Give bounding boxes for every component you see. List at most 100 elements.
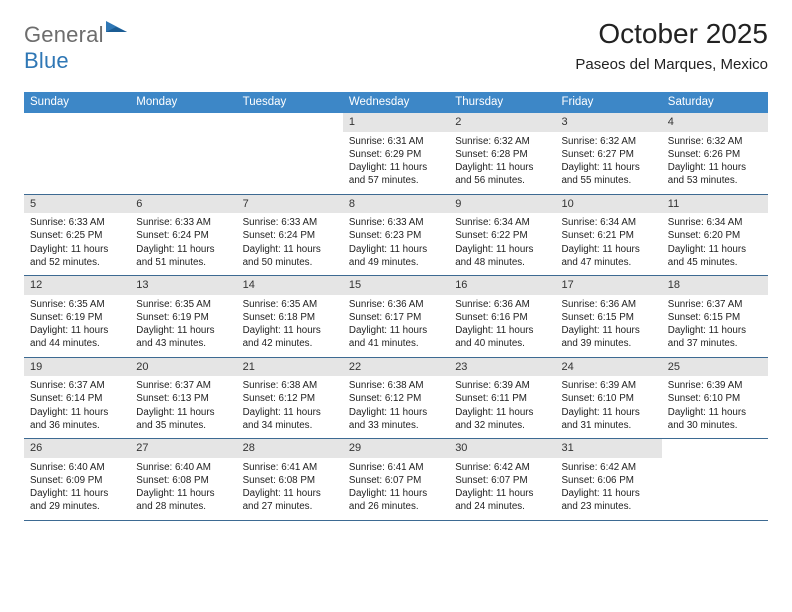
daylight-line: Daylight: 11 hours and 49 minutes.	[349, 243, 443, 269]
calendar-day-cell: 13Sunrise: 6:35 AMSunset: 6:19 PMDayligh…	[130, 276, 236, 358]
daylight-line: Daylight: 11 hours and 41 minutes.	[349, 324, 443, 350]
sunrise-line: Sunrise: 6:34 AM	[561, 216, 655, 229]
day-details: Sunrise: 6:35 AMSunset: 6:19 PMDaylight:…	[130, 295, 236, 357]
sunset-line: Sunset: 6:12 PM	[243, 392, 337, 405]
daylight-line: Daylight: 11 hours and 51 minutes.	[136, 243, 230, 269]
location-text: Paseos del Marques, Mexico	[575, 56, 768, 73]
sunset-line: Sunset: 6:08 PM	[136, 474, 230, 487]
sunset-line: Sunset: 6:11 PM	[455, 392, 549, 405]
day-details: Sunrise: 6:34 AMSunset: 6:20 PMDaylight:…	[662, 213, 768, 275]
day-number-bar: 18	[662, 276, 768, 295]
sunrise-line: Sunrise: 6:32 AM	[668, 135, 762, 148]
day-number-bar: 6	[130, 195, 236, 214]
calendar-day-cell: 15Sunrise: 6:36 AMSunset: 6:17 PMDayligh…	[343, 276, 449, 358]
sunrise-line: Sunrise: 6:34 AM	[668, 216, 762, 229]
day-details: Sunrise: 6:41 AMSunset: 6:08 PMDaylight:…	[237, 458, 343, 520]
daylight-line: Daylight: 11 hours and 23 minutes.	[561, 487, 655, 513]
calendar-day-cell: 9Sunrise: 6:34 AMSunset: 6:22 PMDaylight…	[449, 194, 555, 276]
daylight-line: Daylight: 11 hours and 32 minutes.	[455, 406, 549, 432]
calendar-day-cell: 22Sunrise: 6:38 AMSunset: 6:12 PMDayligh…	[343, 357, 449, 439]
sunset-line: Sunset: 6:06 PM	[561, 474, 655, 487]
weekday-header: Saturday	[662, 92, 768, 113]
day-number-bar: 31	[555, 439, 661, 458]
calendar-day-cell: 1Sunrise: 6:31 AMSunset: 6:29 PMDaylight…	[343, 113, 449, 194]
calendar-day-cell: 25Sunrise: 6:39 AMSunset: 6:10 PMDayligh…	[662, 357, 768, 439]
weekday-header: Thursday	[449, 92, 555, 113]
calendar-day-cell: 20Sunrise: 6:37 AMSunset: 6:13 PMDayligh…	[130, 357, 236, 439]
day-details: Sunrise: 6:33 AMSunset: 6:24 PMDaylight:…	[130, 213, 236, 275]
sunrise-line: Sunrise: 6:35 AM	[136, 298, 230, 311]
day-details: Sunrise: 6:42 AMSunset: 6:06 PMDaylight:…	[555, 458, 661, 520]
sunset-line: Sunset: 6:07 PM	[349, 474, 443, 487]
day-number-bar: 16	[449, 276, 555, 295]
calendar-day-cell: 14Sunrise: 6:35 AMSunset: 6:18 PMDayligh…	[237, 276, 343, 358]
day-details: Sunrise: 6:33 AMSunset: 6:23 PMDaylight:…	[343, 213, 449, 275]
sunset-line: Sunset: 6:29 PM	[349, 148, 443, 161]
day-number-bar: 28	[237, 439, 343, 458]
day-number-bar	[24, 113, 130, 132]
sunset-line: Sunset: 6:15 PM	[561, 311, 655, 324]
sunrise-line: Sunrise: 6:41 AM	[349, 461, 443, 474]
calendar-week-row: 5Sunrise: 6:33 AMSunset: 6:25 PMDaylight…	[24, 194, 768, 276]
calendar-week-row: 12Sunrise: 6:35 AMSunset: 6:19 PMDayligh…	[24, 276, 768, 358]
daylight-line: Daylight: 11 hours and 24 minutes.	[455, 487, 549, 513]
daylight-line: Daylight: 11 hours and 57 minutes.	[349, 161, 443, 187]
sunset-line: Sunset: 6:14 PM	[30, 392, 124, 405]
sunset-line: Sunset: 6:19 PM	[136, 311, 230, 324]
calendar-empty-cell	[662, 439, 768, 521]
daylight-line: Daylight: 11 hours and 31 minutes.	[561, 406, 655, 432]
day-number-bar: 23	[449, 358, 555, 377]
daylight-line: Daylight: 11 hours and 55 minutes.	[561, 161, 655, 187]
calendar-day-cell: 4Sunrise: 6:32 AMSunset: 6:26 PMDaylight…	[662, 113, 768, 194]
sunrise-line: Sunrise: 6:36 AM	[455, 298, 549, 311]
day-details: Sunrise: 6:39 AMSunset: 6:10 PMDaylight:…	[662, 376, 768, 438]
day-number-bar: 12	[24, 276, 130, 295]
sunset-line: Sunset: 6:18 PM	[243, 311, 337, 324]
sunrise-line: Sunrise: 6:33 AM	[30, 216, 124, 229]
day-details	[24, 132, 130, 184]
daylight-line: Daylight: 11 hours and 42 minutes.	[243, 324, 337, 350]
brand-logo: GeneralBlue	[24, 18, 129, 74]
day-number-bar: 30	[449, 439, 555, 458]
day-number-bar: 20	[130, 358, 236, 377]
day-details: Sunrise: 6:36 AMSunset: 6:17 PMDaylight:…	[343, 295, 449, 357]
day-details: Sunrise: 6:36 AMSunset: 6:15 PMDaylight:…	[555, 295, 661, 357]
calendar-empty-cell	[237, 113, 343, 194]
weekday-header-row: SundayMondayTuesdayWednesdayThursdayFrid…	[24, 92, 768, 113]
day-details: Sunrise: 6:40 AMSunset: 6:08 PMDaylight:…	[130, 458, 236, 520]
calendar-day-cell: 18Sunrise: 6:37 AMSunset: 6:15 PMDayligh…	[662, 276, 768, 358]
day-details: Sunrise: 6:34 AMSunset: 6:22 PMDaylight:…	[449, 213, 555, 275]
day-details: Sunrise: 6:31 AMSunset: 6:29 PMDaylight:…	[343, 132, 449, 194]
calendar-day-cell: 6Sunrise: 6:33 AMSunset: 6:24 PMDaylight…	[130, 194, 236, 276]
daylight-line: Daylight: 11 hours and 52 minutes.	[30, 243, 124, 269]
calendar-empty-cell	[24, 113, 130, 194]
day-number-bar: 21	[237, 358, 343, 377]
day-number-bar: 8	[343, 195, 449, 214]
day-number-bar	[237, 113, 343, 132]
calendar-day-cell: 23 Sunrise: 6:39 AMSunset: 6:11 PMDayligh…	[449, 357, 555, 439]
day-number-bar: 15	[343, 276, 449, 295]
daylight-line: Daylight: 11 hours and 35 minutes.	[136, 406, 230, 432]
daylight-line: Daylight: 11 hours and 28 minutes.	[136, 487, 230, 513]
day-number-bar: 3	[555, 113, 661, 132]
sunrise-line: Sunrise: 6:32 AM	[561, 135, 655, 148]
sunrise-line: Sunrise: 6:42 AM	[561, 461, 655, 474]
calendar-day-cell: 31Sunrise: 6:42 AMSunset: 6:06 PMDayligh…	[555, 439, 661, 521]
sunrise-line: Sunrise: 6:40 AM	[30, 461, 124, 474]
daylight-line: Daylight: 11 hours and 56 minutes.	[455, 161, 549, 187]
day-details: Sunrise: 6:38 AMSunset: 6:12 PMDaylight:…	[237, 376, 343, 438]
day-details: Sunrise: 6:37 AMSunset: 6:13 PMDaylight:…	[130, 376, 236, 438]
day-number-bar: 27	[130, 439, 236, 458]
daylight-line: Daylight: 11 hours and 45 minutes.	[668, 243, 762, 269]
sunrise-line: Sunrise: 6:37 AM	[136, 379, 230, 392]
calendar-day-cell: 30Sunrise: 6:42 AMSunset: 6:07 PMDayligh…	[449, 439, 555, 521]
sunrise-line: Sunrise: 6:31 AM	[349, 135, 443, 148]
day-details	[662, 458, 768, 510]
sunrise-line: Sunrise: 6:39 AM	[455, 379, 549, 392]
header: GeneralBlue October 2025 Paseos del Marq…	[24, 18, 768, 74]
day-details: Sunrise: 6:42 AMSunset: 6:07 PMDaylight:…	[449, 458, 555, 520]
sunrise-line: Sunrise: 6:42 AM	[455, 461, 549, 474]
day-number-bar: 22	[343, 358, 449, 377]
day-number-bar: 17	[555, 276, 661, 295]
sunset-line: Sunset: 6:20 PM	[668, 229, 762, 242]
